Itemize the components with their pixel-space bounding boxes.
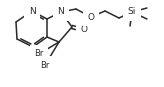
Text: Br: Br [34,50,44,58]
Text: N: N [58,7,64,17]
Text: O: O [81,25,88,35]
Text: Si: Si [128,7,136,17]
Text: N: N [29,7,35,15]
Text: O: O [88,13,94,21]
Text: Br: Br [40,60,50,70]
